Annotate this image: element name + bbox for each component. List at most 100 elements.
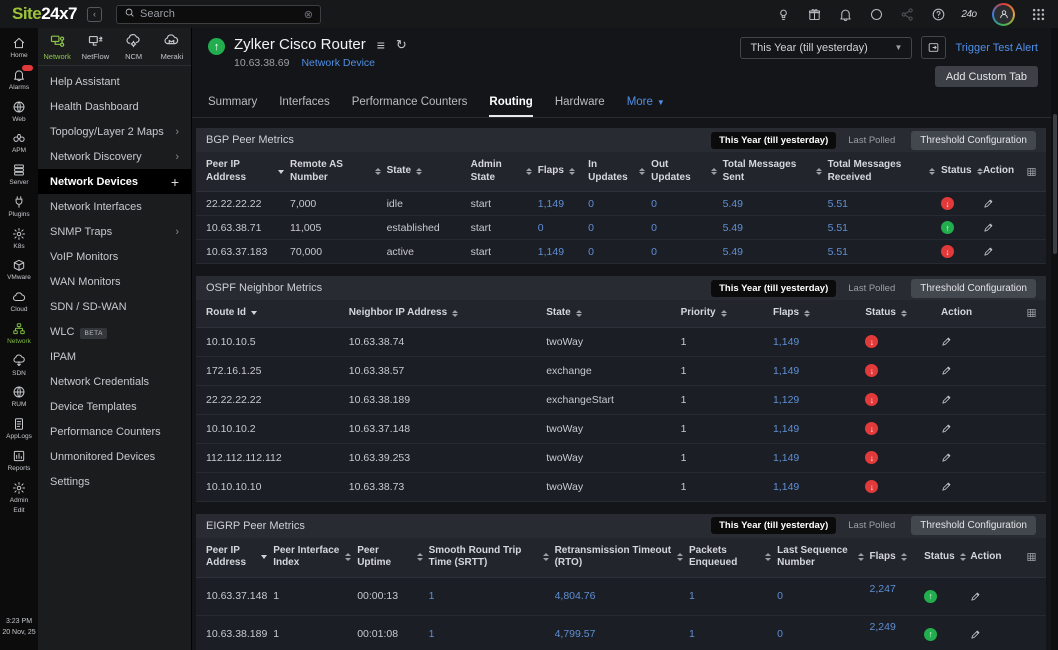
edit-pencil-icon[interactable] bbox=[941, 365, 952, 376]
column-route-id[interactable]: Route Id bbox=[206, 300, 349, 327]
module-tab-ncm[interactable]: NCM bbox=[115, 33, 153, 61]
status-down-icon[interactable]: ↓ bbox=[940, 245, 954, 258]
sort-icon[interactable] bbox=[575, 309, 582, 317]
range-toggle-last-polled[interactable]: Last Polled bbox=[848, 134, 896, 146]
metric-value-link[interactable]: 2,247 bbox=[869, 582, 896, 595]
scrollbar-thumb[interactable] bbox=[1053, 114, 1057, 254]
column-admin-state[interactable]: Admin State bbox=[471, 152, 538, 191]
sidebar-item-network-devices[interactable]: Network Devices + bbox=[38, 169, 191, 194]
tab-routing[interactable]: Routing bbox=[489, 96, 533, 117]
range-toggle-active[interactable]: This Year (till yesterday) bbox=[711, 279, 837, 297]
module-tab-network[interactable]: Network bbox=[38, 33, 76, 61]
sidebar-item-health-dashboard[interactable]: Health Dashboard bbox=[38, 94, 191, 119]
column-state[interactable]: State bbox=[546, 300, 680, 327]
sidebar-item-performance-counters[interactable]: Performance Counters bbox=[38, 419, 191, 444]
edit-pencil-icon[interactable] bbox=[983, 222, 994, 233]
edit-pencil-icon[interactable] bbox=[941, 394, 952, 405]
sort-icon[interactable] bbox=[345, 553, 352, 561]
tab-more[interactable]: More ▼ bbox=[627, 96, 665, 117]
column-chooser-icon[interactable] bbox=[1026, 308, 1037, 319]
column-flaps[interactable]: Flaps bbox=[870, 544, 925, 571]
sort-desc-icon[interactable] bbox=[278, 169, 284, 174]
sort-icon[interactable] bbox=[676, 553, 683, 561]
rail-item-alarms[interactable]: Alarms bbox=[0, 64, 38, 97]
metric-value-link[interactable]: 5.51 bbox=[827, 221, 848, 234]
column-peer-ip-address[interactable]: Peer IP Address bbox=[206, 152, 290, 191]
rail-item-k8s[interactable]: K8s bbox=[0, 224, 38, 256]
search-clear-icon[interactable]: ⊗ bbox=[303, 8, 314, 21]
rail-item-vmware[interactable]: VMware bbox=[0, 255, 38, 287]
sidebar-item-network-discovery[interactable]: Network Discovery › bbox=[38, 144, 191, 169]
column-total-messages-sent[interactable]: Total Messages Sent bbox=[723, 152, 828, 191]
edit-pencil-icon[interactable] bbox=[970, 629, 981, 640]
rail-item-network[interactable]: Network bbox=[0, 319, 38, 351]
metric-value-link[interactable]: 1 bbox=[688, 628, 695, 640]
rail-item-home[interactable]: Home bbox=[0, 33, 38, 65]
edit-pencil-icon[interactable] bbox=[941, 481, 952, 492]
tab-hardware[interactable]: Hardware bbox=[555, 96, 605, 117]
metric-value-link[interactable]: 1 bbox=[428, 628, 435, 640]
sort-icon[interactable] bbox=[928, 167, 935, 176]
avatar[interactable] bbox=[992, 2, 1015, 26]
sidebar-item-snmp-traps[interactable]: SNMP Traps › bbox=[38, 219, 191, 244]
sidebar-item-network-credentials[interactable]: Network Credentials bbox=[38, 369, 191, 394]
metric-value-link[interactable]: 1,129 bbox=[772, 393, 800, 406]
sidebar-item-wlc[interactable]: WLC BETA bbox=[38, 319, 191, 344]
sort-icon[interactable] bbox=[857, 553, 864, 561]
bulb-icon[interactable] bbox=[775, 6, 791, 22]
rail-item-sdn[interactable]: SDN bbox=[0, 351, 38, 383]
edit-pencil-icon[interactable] bbox=[941, 423, 952, 434]
column-flaps[interactable]: Flaps bbox=[538, 158, 588, 185]
sort-icon[interactable] bbox=[959, 553, 966, 561]
status-down-icon[interactable]: ↓ bbox=[865, 393, 879, 406]
metric-value-link[interactable]: 5.49 bbox=[722, 197, 743, 210]
metric-value-link[interactable]: 0 bbox=[537, 221, 544, 234]
rail-item-cloud[interactable]: Cloud bbox=[0, 287, 38, 319]
add-device-icon[interactable]: + bbox=[170, 173, 179, 190]
range-toggle-active[interactable]: This Year (till yesterday) bbox=[711, 517, 837, 534]
sidebar-item-settings[interactable]: Settings bbox=[38, 469, 191, 494]
column-flaps[interactable]: Flaps bbox=[773, 300, 865, 327]
metric-value-link[interactable]: 1,149 bbox=[772, 451, 800, 464]
edit-pencil-icon[interactable] bbox=[941, 452, 952, 463]
sidebar-item-device-templates[interactable]: Device Templates bbox=[38, 394, 191, 419]
sort-icon[interactable] bbox=[374, 167, 381, 176]
sidebar-item-help-assistant[interactable]: Help Assistant bbox=[38, 69, 191, 94]
status-down-icon[interactable]: ↓ bbox=[865, 451, 879, 464]
metric-value-link[interactable]: 5.49 bbox=[722, 221, 743, 234]
trigger-test-alert-link[interactable]: Trigger Test Alert bbox=[955, 41, 1038, 54]
sidebar-item-network-interfaces[interactable]: Network Interfaces bbox=[38, 194, 191, 219]
sort-icon[interactable] bbox=[976, 167, 983, 176]
apps-icon[interactable] bbox=[1030, 6, 1046, 22]
column-out-updates[interactable]: Out Updates bbox=[651, 152, 722, 191]
status-down-icon[interactable]: ↓ bbox=[865, 480, 879, 493]
rail-item-plugins[interactable]: Plugins bbox=[0, 192, 38, 224]
column-status[interactable]: Status bbox=[941, 158, 983, 185]
sort-icon[interactable] bbox=[815, 167, 822, 176]
search-input[interactable] bbox=[140, 8, 299, 20]
column-remote-as-number[interactable]: Remote AS Number bbox=[290, 152, 387, 191]
column-action[interactable]: Action bbox=[983, 158, 1046, 185]
status-down-icon[interactable]: ↓ bbox=[940, 197, 954, 210]
sort-icon[interactable] bbox=[639, 167, 646, 176]
tab-performance-counters[interactable]: Performance Counters bbox=[352, 96, 468, 117]
metric-value-link[interactable]: 4,799.57 bbox=[554, 628, 596, 640]
bell-icon[interactable] bbox=[837, 6, 853, 22]
metric-value-link[interactable]: 2,249 bbox=[869, 620, 896, 633]
rail-item-apm[interactable]: APM bbox=[0, 128, 38, 160]
edit-pencil-icon[interactable] bbox=[983, 198, 994, 209]
metric-value-link[interactable]: 0 bbox=[588, 221, 595, 234]
edit-pencil-icon[interactable] bbox=[970, 591, 981, 602]
column-packets-enqueued[interactable]: Packets Enqueued bbox=[689, 538, 777, 577]
range-toggle-last-polled[interactable]: Last Polled bbox=[848, 282, 896, 294]
site24x7-logo[interactable]: Site24x7 bbox=[12, 4, 78, 24]
metric-value-link[interactable]: 1,149 bbox=[772, 422, 800, 435]
tab-interfaces[interactable]: Interfaces bbox=[279, 96, 330, 117]
device-type-link[interactable]: Network Device bbox=[301, 57, 375, 69]
metric-value-link[interactable]: 1,149 bbox=[537, 245, 565, 258]
metric-value-link[interactable]: 1,149 bbox=[772, 335, 800, 348]
rail-item-rum[interactable]: RUM bbox=[0, 382, 38, 414]
sidebar-item-topology-layer-2-maps[interactable]: Topology/Layer 2 Maps › bbox=[38, 119, 191, 144]
assistant-icon[interactable]: 24o bbox=[961, 8, 977, 20]
sort-icon[interactable] bbox=[452, 309, 459, 317]
